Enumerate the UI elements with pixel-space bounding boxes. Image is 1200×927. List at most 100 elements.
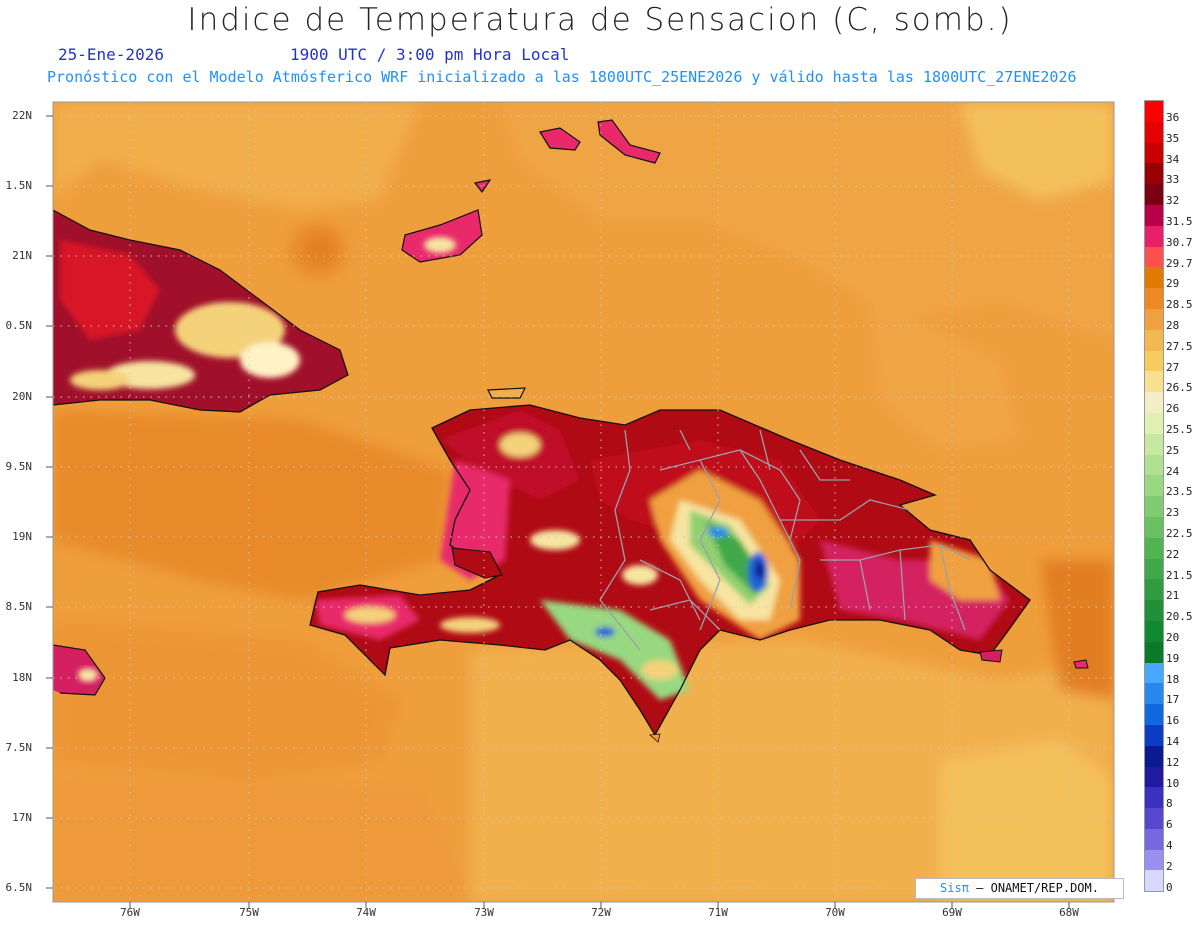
lon-label: 70W [825,906,845,919]
lon-label: 75W [239,906,259,919]
color-swatch [1145,101,1163,122]
color-swatch [1145,184,1163,205]
color-scale-label: 20 [1166,631,1180,644]
color-scale-label: 12 [1166,755,1180,769]
lat-label: 17N [12,811,32,824]
color-swatch [1145,288,1163,309]
color-swatch [1145,475,1163,497]
northern-islands [401,119,661,399]
color-scale-label: 23.5 [1166,485,1193,499]
lat-label: 22N [12,109,32,122]
color-swatch [1145,454,1163,476]
color-swatch [1145,537,1163,559]
color-scale-label: 2 [1166,859,1173,873]
hispaniola-landmass [309,404,1089,743]
color-swatch [1145,620,1163,642]
color-swatch [1145,724,1163,746]
color-swatch [1145,849,1163,871]
color-swatch [1145,683,1163,705]
color-scale-label: 0 [1166,880,1173,894]
color-scale-label: 31.5 [1166,215,1193,228]
color-swatch [1145,828,1163,850]
color-scale-label: 27 [1166,360,1180,374]
lat-label: 19N [12,530,32,543]
lon-label: 68W [1059,906,1079,919]
color-scale-label: 6 [1166,818,1173,832]
ocean-temperature-shading [53,102,1114,902]
valid-date: 25-Ene-2026 [58,45,164,64]
color-scale-label: 4 [1166,839,1173,852]
color-scale-label: 8 [1166,797,1173,811]
lat-label: 18N [12,671,32,684]
color-swatch [1145,600,1163,621]
color-swatch [1145,870,1163,892]
color-scale-label: 29 [1166,277,1180,291]
color-scale-label: 22.5 [1166,527,1193,540]
lat-label: 9.5N [5,460,33,473]
lon-label: 71W [708,906,728,919]
color-swatch [1145,329,1163,351]
color-scale-label: 28 [1166,319,1180,332]
lat-label: 1.5N [5,179,33,192]
color-scale-label: 21 [1166,589,1180,603]
heat-index-map [46,101,1115,908]
color-swatch [1145,641,1163,663]
color-swatch [1145,745,1163,767]
color-scale-label: 32 [1166,194,1180,208]
lat-label: 8.5N [5,600,33,613]
lat-label: 0.5N [5,319,33,332]
color-swatch [1145,371,1163,393]
color-swatch [1145,204,1163,226]
valid-time: 1900 UTC / 3:00 pm Hora Local [290,45,570,64]
color-scale-label: 22 [1166,547,1180,561]
lat-label: 20N [12,390,32,403]
model-description: Pronóstico con el Modelo Atmósferico WRF… [47,68,1077,86]
color-scale-label: 29.7 [1166,256,1193,270]
color-swatch [1145,142,1163,164]
cuba-landmass [53,209,349,413]
color-scale-label: 26.5 [1166,381,1193,395]
color-swatch [1145,579,1163,601]
lon-label: 74W [356,906,376,919]
lat-label: 21N [12,249,32,262]
color-swatch [1145,246,1163,268]
color-scale-label: 27.5 [1166,339,1193,353]
lat-label: 6.5N [5,881,33,894]
credit-text: – ONAMET/REP.DOM. [968,881,1099,895]
lon-label: 72W [591,906,611,919]
color-swatch [1145,163,1163,185]
color-scale-label: 34 [1166,152,1180,166]
color-scale-label: 26 [1166,402,1180,416]
color-scale-bar [1144,100,1164,893]
color-scale-label: 17 [1166,693,1180,707]
color-swatch [1145,350,1163,372]
color-scale-label: 35 [1166,131,1180,145]
color-swatch [1145,662,1163,684]
color-swatch [1145,308,1163,330]
color-swatch [1145,433,1163,455]
color-scale-label: 20.5 [1166,610,1193,624]
color-scale-label: 25 [1166,443,1180,457]
color-scale-label: 14 [1166,735,1180,748]
lon-label: 76W [120,906,140,919]
color-swatch [1145,704,1163,725]
color-scale-label: 19 [1166,651,1180,665]
color-swatch [1145,516,1163,538]
color-swatch [1145,808,1163,829]
color-swatch [1145,496,1163,517]
color-scale-label: 24 [1166,464,1180,478]
color-swatch [1145,121,1163,143]
color-scale-label: 23 [1166,506,1180,520]
color-scale-label: 28.5 [1166,298,1193,312]
color-scale-label: 33 [1166,173,1180,187]
color-swatch [1145,766,1163,788]
credit-box: Sisπ – ONAMET/REP.DOM. [915,878,1124,899]
color-swatch [1145,267,1163,289]
color-swatch [1145,787,1163,809]
color-scale-label: 30.7 [1166,235,1193,249]
color-scale-label: 18 [1166,672,1180,686]
color-swatch [1145,412,1163,434]
color-scale-label: 10 [1166,776,1180,790]
map-title: Indice de Temperatura de Sensacion (C, s… [187,2,1013,38]
map-frame [52,101,1115,903]
